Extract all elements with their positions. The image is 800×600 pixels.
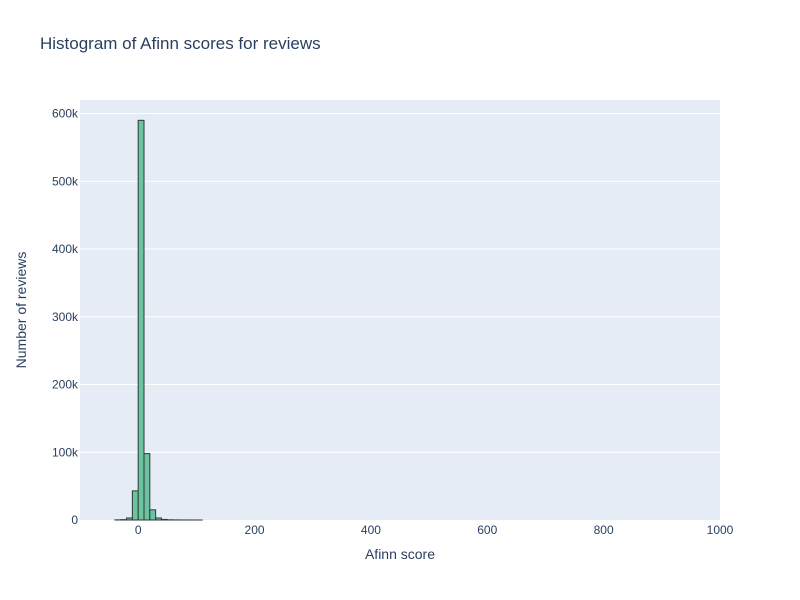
histogram-bar[interactable] [155, 517, 162, 521]
y-tick-label: 500k [52, 174, 79, 188]
chart-title: Histogram of Afinn scores for reviews [40, 34, 321, 53]
x-tick-label: 600 [477, 523, 497, 537]
x-tick-label: 800 [594, 523, 614, 537]
y-tick-label: 100k [52, 445, 79, 459]
histogram-bar[interactable] [137, 119, 145, 521]
y-axis-label: Number of reviews [13, 251, 29, 369]
histogram-bar[interactable] [143, 453, 151, 521]
y-tick-label: 600k [52, 107, 79, 121]
histogram-bar[interactable] [149, 509, 157, 521]
histogram-bar[interactable] [160, 518, 168, 521]
x-tick-label: 400 [361, 523, 381, 537]
y-gridlines [80, 113, 720, 453]
x-tick-label: 200 [245, 523, 265, 537]
y-tick-labels: 0 100k 200k 300k 400k 500k 600k [52, 107, 79, 527]
y-tick-label: 300k [52, 310, 79, 324]
x-tick-labels: 0 200 400 600 800 1000 [135, 523, 734, 537]
histogram-bars [114, 119, 203, 521]
plot-area [80, 100, 720, 520]
y-tick-label: 400k [52, 242, 79, 256]
histogram-bar[interactable] [131, 490, 139, 521]
x-tick-label: 1000 [707, 523, 734, 537]
x-axis-label: Afinn score [364, 546, 436, 562]
y-tick-label: 0 [71, 513, 78, 527]
y-tick-label: 200k [52, 378, 79, 392]
histogram-bar[interactable] [126, 517, 133, 521]
x-tick-label: 0 [135, 523, 142, 537]
